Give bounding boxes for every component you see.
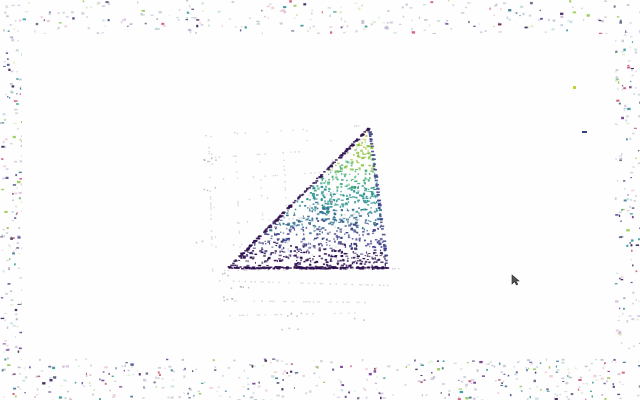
stray-pixel [582,131,587,133]
stray-pixel [573,86,576,89]
plot-axes-box [195,125,400,331]
surface-mesh [227,127,390,271]
mouse-pointer-icon [511,274,520,286]
